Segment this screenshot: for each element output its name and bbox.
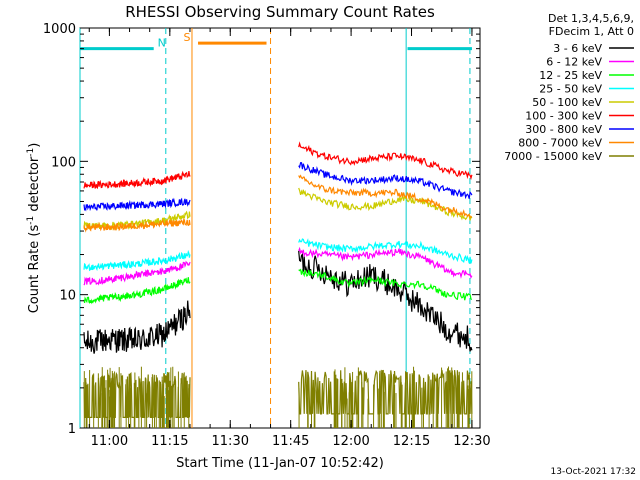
footer-timestamp: 13-Oct-2021 17:32 bbox=[551, 467, 636, 477]
plot-frame bbox=[79, 27, 481, 429]
legend: Det 1,3,4,5,6,9, FDecim 1, Att 0 3 - 6 k… bbox=[504, 12, 634, 163]
y-tick-label-2: 100 bbox=[51, 155, 76, 170]
x-tick-label-3: 11:45 bbox=[272, 434, 309, 449]
series-group bbox=[83, 141, 473, 428]
legend-header-line-1: Det 1,3,4,5,6,9, bbox=[548, 12, 634, 25]
y-tick-label-3: 1000 bbox=[43, 22, 76, 37]
series-8-seg2 bbox=[298, 369, 473, 415]
legend-label-3: 25 - 50 keV bbox=[539, 83, 602, 96]
legend-label-7: 800 - 7000 keV bbox=[518, 137, 602, 150]
series-0-seg1 bbox=[83, 300, 191, 354]
x-tick-label-5: 12:15 bbox=[393, 434, 430, 449]
series-1-seg1 bbox=[83, 260, 191, 286]
x-tick-label-0: 11:00 bbox=[91, 434, 128, 449]
x-tick-label-1: 11:15 bbox=[151, 434, 188, 449]
legend-label-6: 300 - 800 keV bbox=[525, 123, 602, 136]
series-3-seg2 bbox=[298, 238, 473, 264]
y-axis-label: Count Rate (s-1 detector-1) bbox=[26, 143, 42, 314]
x-tick-label-2: 11:30 bbox=[212, 434, 249, 449]
series-6-seg1 bbox=[83, 197, 191, 212]
x-tick-label-6: 12:30 bbox=[453, 434, 490, 449]
y-tick-label-1: 10 bbox=[59, 289, 76, 304]
series-6-seg2 bbox=[298, 162, 473, 200]
x-tick-label-4: 12:00 bbox=[332, 434, 369, 449]
legend-label-8: 7000 - 15000 keV bbox=[504, 150, 602, 163]
series-5-seg2 bbox=[298, 141, 473, 181]
series-5-seg1 bbox=[83, 170, 191, 190]
series-4-seg1 bbox=[83, 210, 191, 231]
series-2-seg2 bbox=[298, 268, 473, 301]
chart-title: RHESSI Observing Summary Count Rates bbox=[125, 3, 435, 21]
x-axis-label: Start Time (11-Jan-07 10:52:42) bbox=[176, 456, 384, 471]
series-8-bursts bbox=[83, 366, 473, 428]
legend-label-5: 100 - 300 keV bbox=[525, 110, 602, 123]
legend-label-1: 6 - 12 keV bbox=[546, 56, 602, 69]
series-4-seg2 bbox=[298, 187, 473, 221]
axis-ticks: 11:00 11:15 11:30 11:45 12:00 12:15 12:30 1 10 10… bbox=[43, 22, 491, 449]
series-0-seg2 bbox=[298, 250, 473, 352]
flag-N-label: N bbox=[158, 37, 166, 50]
series-7-seg2 bbox=[298, 174, 472, 219]
instrument-vlines bbox=[79, 28, 471, 428]
legend-label-0: 3 - 6 keV bbox=[553, 42, 602, 55]
series-1-seg2 bbox=[298, 246, 473, 279]
series-3-seg1 bbox=[83, 249, 191, 272]
legend-label-4: 50 - 100 keV bbox=[532, 96, 602, 109]
series-2-seg1 bbox=[83, 277, 191, 305]
legend-header-line-2: FDecim 1, Att 0 bbox=[549, 25, 634, 38]
legend-label-2: 12 - 25 keV bbox=[539, 69, 602, 82]
series-7-seg1 bbox=[83, 217, 191, 233]
flag-S-label: S bbox=[184, 31, 191, 44]
y-tick-label-0: 1 bbox=[68, 422, 76, 437]
